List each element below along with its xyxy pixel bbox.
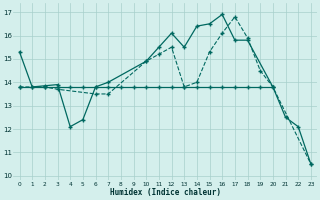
- X-axis label: Humidex (Indice chaleur): Humidex (Indice chaleur): [110, 188, 221, 197]
